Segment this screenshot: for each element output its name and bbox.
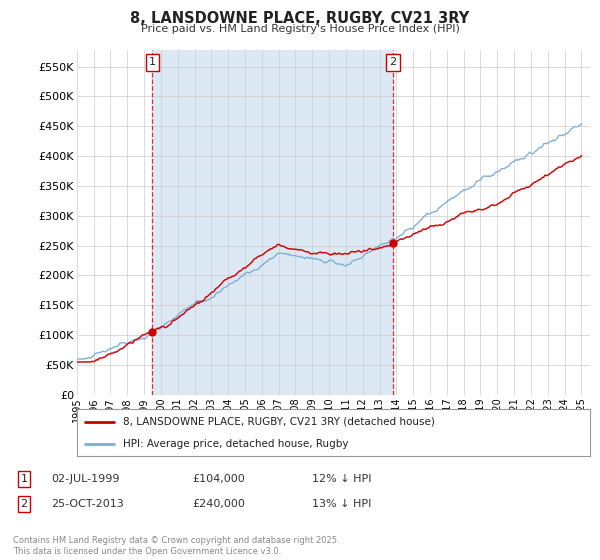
Text: HPI: Average price, detached house, Rugby: HPI: Average price, detached house, Rugb… bbox=[123, 438, 349, 449]
Text: £104,000: £104,000 bbox=[192, 474, 245, 484]
Text: 8, LANSDOWNE PLACE, RUGBY, CV21 3RY (detached house): 8, LANSDOWNE PLACE, RUGBY, CV21 3RY (det… bbox=[123, 417, 435, 427]
Text: 1: 1 bbox=[149, 58, 156, 67]
Text: 13% ↓ HPI: 13% ↓ HPI bbox=[312, 499, 371, 509]
Text: 8, LANSDOWNE PLACE, RUGBY, CV21 3RY: 8, LANSDOWNE PLACE, RUGBY, CV21 3RY bbox=[130, 11, 470, 26]
Text: £240,000: £240,000 bbox=[192, 499, 245, 509]
Text: 1: 1 bbox=[20, 474, 28, 484]
Text: 12% ↓ HPI: 12% ↓ HPI bbox=[312, 474, 371, 484]
Text: Price paid vs. HM Land Registry's House Price Index (HPI): Price paid vs. HM Land Registry's House … bbox=[140, 24, 460, 34]
Text: 2: 2 bbox=[20, 499, 28, 509]
Text: 2: 2 bbox=[389, 58, 397, 67]
Text: 25-OCT-2013: 25-OCT-2013 bbox=[51, 499, 124, 509]
Bar bbox=[152, 50, 393, 395]
Text: Contains HM Land Registry data © Crown copyright and database right 2025.
This d: Contains HM Land Registry data © Crown c… bbox=[13, 536, 340, 556]
Text: 02-JUL-1999: 02-JUL-1999 bbox=[51, 474, 119, 484]
